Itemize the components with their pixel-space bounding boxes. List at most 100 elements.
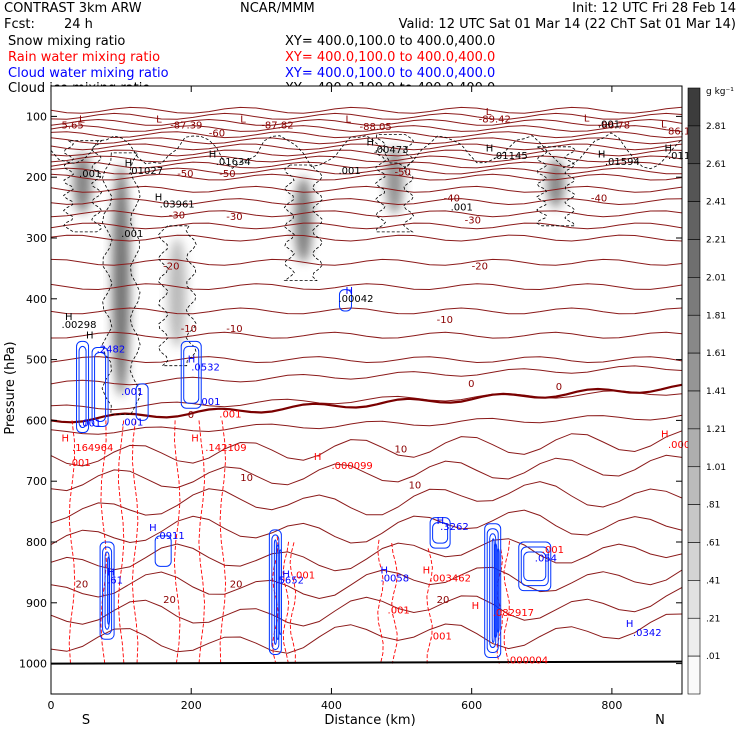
rain-shaft-10 bbox=[377, 539, 384, 664]
isotherm-20 bbox=[51, 331, 682, 339]
annotation-label: H bbox=[661, 429, 669, 440]
y-tick-label: 300 bbox=[26, 232, 47, 245]
cloud-water-contour-8-1 bbox=[432, 522, 449, 544]
colorbar-label: 1.01 bbox=[706, 463, 726, 473]
colorbar-swatch bbox=[687, 239, 701, 278]
annotation-label: 0 bbox=[188, 410, 194, 421]
annotation-label: .142109 bbox=[205, 443, 246, 454]
isotherm-18 bbox=[51, 283, 682, 291]
isotherm-14 bbox=[51, 210, 682, 218]
colorbar-label: 2.21 bbox=[706, 236, 726, 246]
annotation-label: -87.82 bbox=[261, 121, 293, 132]
isotherm-8 bbox=[51, 155, 682, 163]
ice-contour-3 bbox=[283, 164, 323, 281]
isotherm-0 bbox=[51, 106, 682, 114]
annotation-label: 5.65 bbox=[62, 121, 84, 132]
annotation-label: .001 bbox=[430, 631, 452, 642]
annotation-label: H bbox=[282, 569, 290, 580]
colorbar-label: 2.41 bbox=[706, 198, 726, 208]
cloud-water-contour-1-0 bbox=[91, 346, 109, 427]
isotherm-7 bbox=[51, 149, 682, 157]
annotation-label: -50 bbox=[395, 167, 411, 178]
annotation-label: 20 bbox=[163, 595, 176, 606]
isotherm-11 bbox=[51, 173, 682, 181]
annotation-label: .001 bbox=[451, 203, 473, 214]
isotherm-4 bbox=[51, 131, 682, 139]
isotherm-1 bbox=[51, 112, 682, 120]
colorbar: 2.81 2.61 2.41 2.21 2.01 1.81 1.61 1.41 1.21 1.01… bbox=[687, 87, 726, 695]
colorbar-swatch bbox=[687, 352, 701, 392]
annotation-label: .001 bbox=[69, 458, 91, 469]
annotation-label: L bbox=[661, 119, 667, 130]
colorbar-swatch bbox=[687, 87, 701, 127]
annotation-label: .164964 bbox=[72, 443, 113, 454]
annotation-label: H bbox=[149, 523, 157, 534]
snow-column-5 bbox=[546, 158, 565, 208]
plot-frame bbox=[50, 85, 683, 695]
annotation-label: H bbox=[209, 150, 217, 161]
ice-contour-1 bbox=[101, 152, 141, 415]
annotation-label: .001 bbox=[121, 417, 143, 428]
colorbar-swatch bbox=[687, 163, 701, 202]
legend-snow-xy: XY= 400.0,100.0 to 400.0,400.0 bbox=[285, 34, 495, 49]
cloud-water-contour-9-2 bbox=[489, 533, 497, 649]
isotherm-10 bbox=[51, 167, 682, 175]
cloud-water-contour-10-0 bbox=[518, 541, 552, 592]
annotation-label: -30 bbox=[465, 215, 481, 226]
colorbar-label: 1.21 bbox=[706, 425, 726, 435]
annotation-label: -10 bbox=[437, 315, 453, 326]
isotherm-29 bbox=[51, 538, 682, 572]
colorbar-label: 1.41 bbox=[706, 387, 726, 397]
colorbar-swatch bbox=[687, 655, 701, 695]
isotherm-16 bbox=[51, 234, 682, 242]
isotherm-25 bbox=[51, 430, 682, 467]
colorbar-label: .81 bbox=[706, 501, 720, 511]
fcst-label: Fcst: bbox=[4, 17, 35, 32]
annotation-label: H bbox=[423, 566, 431, 577]
annotation-label: 0 bbox=[556, 382, 562, 393]
isotherm-26 bbox=[51, 454, 682, 492]
legend-rain-name: Rain water mixing ratio bbox=[8, 50, 160, 65]
annotation-label: H bbox=[664, 144, 672, 155]
ice-contour-5 bbox=[536, 146, 576, 227]
annotation-label: -30 bbox=[169, 211, 185, 222]
y-axis-label: Pressure (hPa) bbox=[3, 341, 18, 434]
annotation-label: -30 bbox=[226, 212, 242, 223]
annotation-label: H bbox=[188, 355, 196, 366]
annotation-label: 10 bbox=[240, 473, 253, 484]
annotation-label: -89.42 bbox=[479, 114, 511, 125]
isotherm-5 bbox=[51, 137, 682, 145]
x-tick-label: 0 bbox=[48, 699, 55, 712]
annotation-label: .011 bbox=[668, 151, 690, 162]
annotation-label: H bbox=[65, 312, 73, 323]
colorbar-swatch bbox=[687, 125, 701, 165]
cloud-water-contour-4-0 bbox=[154, 535, 172, 567]
isotherm-3 bbox=[51, 125, 682, 132]
annotation-label: .001 bbox=[198, 397, 220, 408]
annotation-label: .000099 bbox=[331, 461, 372, 472]
ice-contour-2 bbox=[157, 225, 197, 367]
temperature-contours bbox=[51, 106, 682, 654]
y-tick-label: 100 bbox=[26, 110, 47, 123]
rain-shaft-4 bbox=[173, 420, 181, 664]
cloud-water-contour-7-0 bbox=[338, 289, 352, 312]
annotation-label: H bbox=[191, 434, 199, 445]
cloud-water-contour-5-0 bbox=[99, 541, 115, 640]
init-label: Init: 12 UTC Fri 28 Feb 14 bbox=[572, 1, 736, 16]
isotherm-19 bbox=[51, 307, 682, 315]
annotation-label: H bbox=[107, 567, 115, 578]
annotation-label: L bbox=[486, 107, 492, 118]
legend-cloud-water-name: Cloud water mixing ratio bbox=[8, 66, 169, 81]
annotation-label: -86.78 bbox=[598, 121, 630, 132]
ice-and-rain-contours bbox=[51, 132, 682, 664]
ice-contour-4 bbox=[375, 134, 415, 233]
y-tick-label: 800 bbox=[26, 536, 47, 549]
rain-shaft-6 bbox=[219, 420, 227, 664]
snow-column-3 bbox=[294, 177, 313, 263]
isotherm-22 bbox=[51, 365, 682, 386]
x-tick-label: 800 bbox=[601, 699, 622, 712]
isotherm-23 bbox=[51, 390, 682, 411]
colorbar-swatch bbox=[687, 277, 701, 316]
isotherm-17 bbox=[51, 258, 682, 266]
